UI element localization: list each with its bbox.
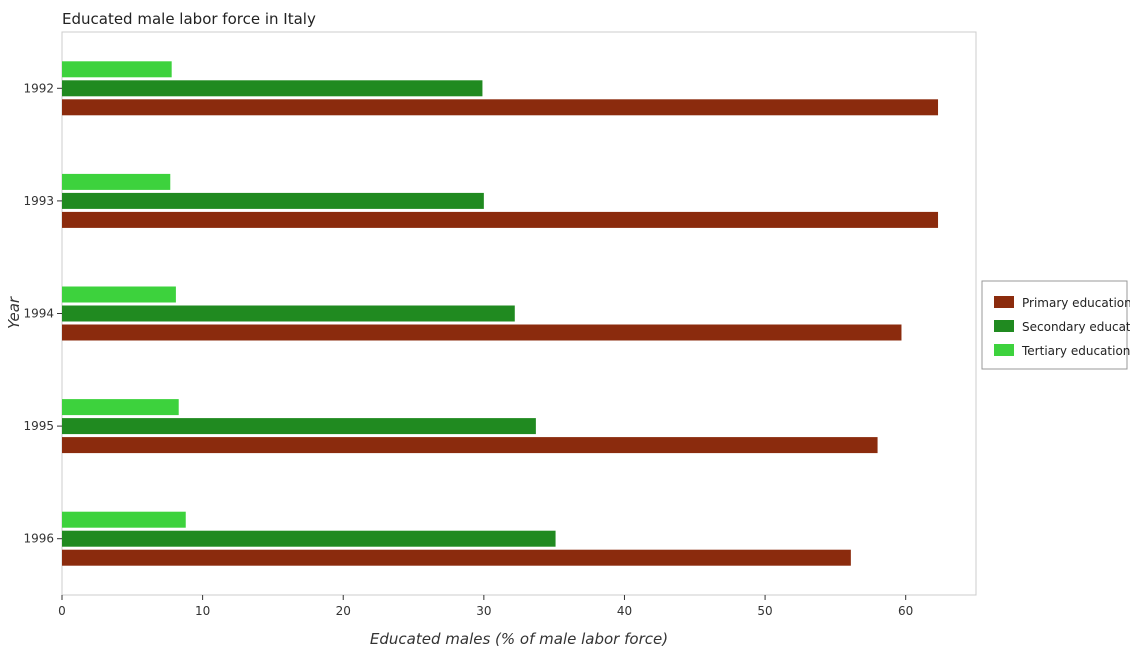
x-tick-label: 40 — [617, 604, 632, 618]
bar-secondary-education-1992 — [62, 80, 483, 97]
bar-tertiary-education-1992 — [62, 61, 172, 78]
legend-swatch — [994, 344, 1014, 356]
legend-label: Secondary education — [1022, 320, 1130, 334]
bar-primary-education-1995 — [62, 437, 878, 454]
bar-primary-education-1992 — [62, 99, 939, 116]
legend-label: Tertiary education — [1021, 344, 1130, 358]
bar-tertiary-education-1995 — [62, 399, 179, 416]
bar-secondary-education-1995 — [62, 418, 536, 435]
legend: Primary education Secondary education Tert… — [981, 280, 1130, 370]
y-tick-label: 1995 — [23, 419, 54, 433]
x-tick-label: 60 — [898, 604, 913, 618]
bar-secondary-education-1993 — [62, 192, 484, 209]
x-tick-label: 0 — [58, 604, 66, 618]
legend-swatch — [994, 320, 1014, 332]
legend-swatch — [994, 296, 1014, 308]
y-tick-label: 1996 — [23, 532, 54, 546]
x-tick-label: 10 — [195, 604, 210, 618]
chart-title: Educated male labor force in Italy — [62, 10, 316, 28]
y-axis-label: Year — [5, 296, 23, 329]
x-axis-ticks: 0 10 20 30 40 50 60 — [58, 595, 913, 618]
bar-primary-education-1994 — [62, 324, 902, 341]
legend-label: Primary education — [1022, 296, 1130, 310]
y-tick-label: 1993 — [23, 194, 54, 208]
bar-tertiary-education-1993 — [62, 173, 171, 190]
y-tick-label: 1994 — [23, 307, 54, 321]
x-axis-label: Educated males (% of male labor force) — [370, 630, 668, 648]
x-tick-label: 20 — [336, 604, 351, 618]
y-tick-label: 1992 — [23, 81, 54, 95]
bar-secondary-education-1996 — [62, 530, 556, 547]
bar-secondary-education-1994 — [62, 305, 515, 322]
bar-primary-education-1996 — [62, 549, 851, 566]
bars-group — [62, 61, 939, 566]
x-tick-label: 50 — [757, 604, 772, 618]
bar-primary-education-1993 — [62, 211, 939, 228]
bar-tertiary-education-1996 — [62, 511, 186, 528]
y-axis-ticks: 1992 1993 1994 1995 1996 — [23, 81, 62, 546]
bar-tertiary-education-1994 — [62, 286, 176, 303]
x-tick-label: 30 — [476, 604, 491, 618]
